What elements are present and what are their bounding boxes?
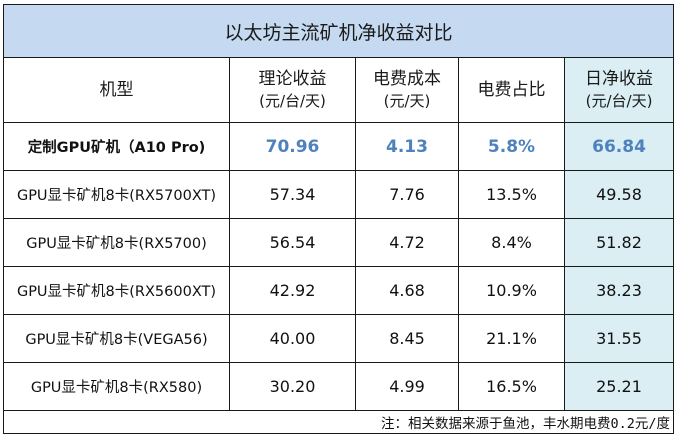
col-header-power-cost: 电费成本 (元/天) — [355, 57, 459, 123]
cell-power-ratio: 8.4% — [458, 218, 565, 267]
table-row: GPU显卡矿机8卡(RX5700XT) 57.34 7.76 13.5% 49.… — [3, 170, 675, 219]
cell-net: 49.58 — [563, 170, 675, 219]
cell-model: GPU显卡矿机8卡(VEGA56) — [3, 314, 230, 363]
cell-revenue: 56.54 — [229, 218, 356, 267]
table-title: 以太坊主流矿机净收益对比 — [2, 4, 675, 58]
cell-power-ratio: 10.9% — [458, 266, 565, 315]
cell-power-cost: 4.68 — [355, 266, 459, 315]
footnote: 注：相关数据来源于鱼池，丰水期电费0.2元/度 — [2, 410, 675, 434]
cell-revenue: 42.92 — [229, 266, 356, 315]
cell-net: 25.21 — [563, 362, 675, 411]
cell-power-ratio: 21.1% — [458, 314, 565, 363]
comparison-table: 以太坊主流矿机净收益对比 机型 理论收益 (元/台/天) 电费成本 (元/天) 电费… — [2, 4, 675, 434]
cell-model: GPU显卡矿机8卡(RX5600XT) — [3, 266, 230, 315]
col-header-revenue: 理论收益 (元/台/天) — [229, 57, 356, 123]
table-row: 定制GPU矿机（A10 Pro) 70.96 4.13 5.8% 66.84 — [3, 122, 675, 171]
cell-power-ratio: 13.5% — [458, 170, 565, 219]
cell-model: GPU显卡矿机8卡(RX5700) — [3, 218, 230, 267]
cell-power-cost: 4.99 — [355, 362, 459, 411]
cell-net: 31.55 — [563, 314, 675, 363]
cell-net: 38.23 — [563, 266, 675, 315]
cell-net: 66.84 — [563, 122, 675, 171]
cell-revenue: 30.20 — [229, 362, 356, 411]
cell-net: 51.82 — [563, 218, 675, 267]
cell-power-cost: 4.13 — [355, 122, 459, 171]
col-header-net: 日净收益 (元/台/天) — [563, 57, 675, 123]
cell-revenue: 40.00 — [229, 314, 356, 363]
table-row: GPU显卡矿机8卡(RX5700) 56.54 4.72 8.4% 51.82 — [3, 218, 675, 267]
cell-power-ratio: 16.5% — [458, 362, 565, 411]
table-row: GPU显卡矿机8卡(RX5600XT) 42.92 4.68 10.9% 38.… — [3, 266, 675, 315]
col-header-power-ratio: 电费占比 — [458, 57, 565, 123]
table-row: GPU显卡矿机8卡(VEGA56) 40.00 8.45 21.1% 31.55 — [3, 314, 675, 363]
cell-power-cost: 8.45 — [355, 314, 459, 363]
cell-power-ratio: 5.8% — [458, 122, 565, 171]
cell-model: 定制GPU矿机（A10 Pro) — [3, 122, 230, 171]
cell-revenue: 70.96 — [229, 122, 356, 171]
cell-model: GPU显卡矿机8卡(RX580) — [3, 362, 230, 411]
cell-power-cost: 7.76 — [355, 170, 459, 219]
header-row: 机型 理论收益 (元/台/天) 电费成本 (元/天) 电费占比 日净收益 (元/台/天… — [3, 57, 675, 123]
cell-revenue: 57.34 — [229, 170, 356, 219]
table-row: GPU显卡矿机8卡(RX580) 30.20 4.99 16.5% 25.21 — [3, 362, 675, 411]
col-header-model: 机型 — [3, 57, 230, 123]
footnote-row: 注：相关数据来源于鱼池，丰水期电费0.2元/度 — [2, 410, 675, 434]
cell-model: GPU显卡矿机8卡(RX5700XT) — [3, 170, 230, 219]
cell-power-cost: 4.72 — [355, 218, 459, 267]
